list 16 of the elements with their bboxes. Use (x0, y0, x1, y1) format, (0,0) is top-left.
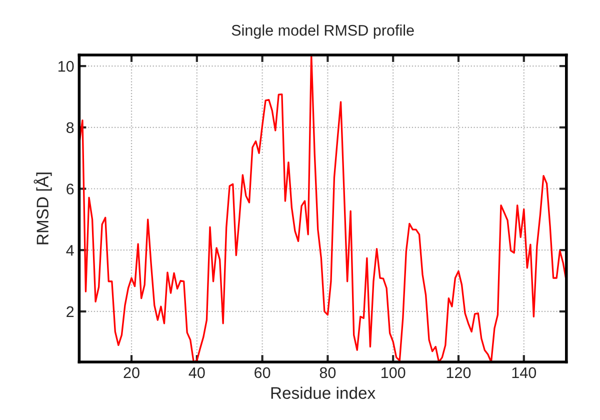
y-tick-label: 6 (66, 184, 74, 194)
chart-title: Single model RMSD profile (232, 24, 414, 39)
line-series (79, 55, 566, 362)
x-tick-label: 80 (320, 367, 336, 378)
x-axis-title: Residue index (271, 386, 376, 399)
y-tick-label: 4 (66, 245, 74, 256)
x-tick-label: 20 (124, 367, 140, 378)
y-axis-title: RMSD [Å] (34, 172, 52, 244)
y-tick-label: 8 (66, 122, 74, 134)
x-tick-label: 140 (512, 367, 536, 378)
x-tick-label: 60 (254, 367, 270, 378)
x-tick-label: 40 (188, 367, 205, 378)
x-tick-label: 100 (382, 367, 406, 378)
y-tick-label: 2 (66, 306, 74, 317)
x-tick-label: 120 (446, 367, 471, 378)
y-tick-label: 10 (58, 60, 74, 72)
